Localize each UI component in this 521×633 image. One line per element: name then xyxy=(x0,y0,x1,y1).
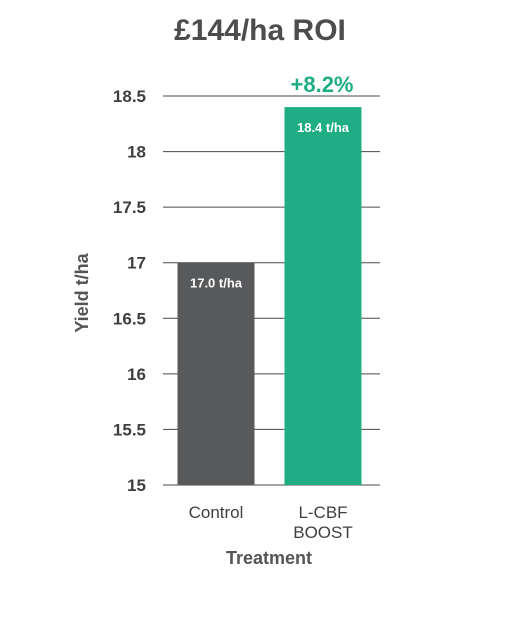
y-axis-title: Yield t/ha xyxy=(72,252,92,332)
bar-value-label: 18.4 t/ha xyxy=(297,120,350,135)
y-axis-ticks: 15 15.5 16 16.5 17 17.5 18 18.5 xyxy=(113,87,146,495)
y-tick-label: 16 xyxy=(127,365,146,384)
x-axis-title: Treatment xyxy=(226,548,312,568)
x-category-label: BOOST xyxy=(293,523,353,542)
y-tick-label: 18 xyxy=(127,143,146,162)
chart-title: £144/ha ROI xyxy=(174,14,346,47)
bar-value-label: 17.0 t/ha xyxy=(190,276,243,291)
data-labels-layer: 17.0 t/ha 18.4 t/ha xyxy=(190,120,350,291)
percent-increase-annotation: +8.2% xyxy=(291,72,354,97)
y-tick-label: 16.5 xyxy=(113,309,146,328)
bars-layer xyxy=(177,107,362,485)
y-tick-label: 17.5 xyxy=(113,198,146,217)
bar xyxy=(177,262,255,485)
bar xyxy=(284,107,362,485)
x-category-label: Control xyxy=(189,503,244,522)
y-tick-label: 15 xyxy=(127,476,146,495)
y-tick-label: 15.5 xyxy=(113,420,146,439)
x-category-label: L-CBF xyxy=(298,503,347,522)
y-tick-label: 18.5 xyxy=(113,87,146,106)
y-tick-label: 17 xyxy=(127,254,146,273)
